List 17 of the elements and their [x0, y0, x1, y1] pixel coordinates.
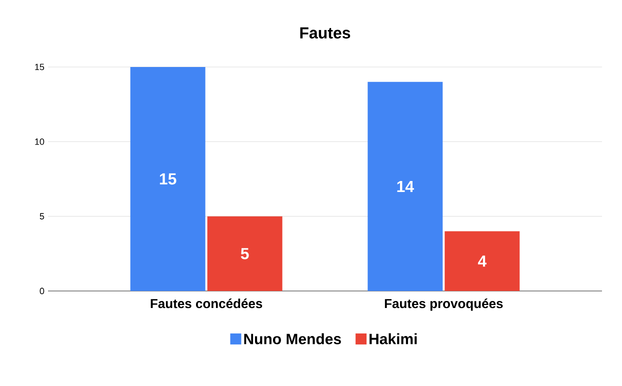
- data-label: 14: [397, 180, 414, 192]
- legend-label: Hakimi: [370, 333, 417, 344]
- bar: [207, 216, 282, 291]
- y-tick-label: 5: [40, 213, 44, 220]
- legend-label: Nuno Mendes: [244, 333, 341, 344]
- bar: [130, 66, 206, 291]
- data-label: 15: [160, 173, 176, 185]
- y-tick-label: 10: [35, 138, 44, 145]
- x-tick-label: Fautes concédées: [150, 298, 262, 308]
- chart-title: Fautes: [300, 27, 350, 39]
- y-tick-label: 15: [35, 64, 44, 70]
- y-tick-label: 0: [40, 288, 44, 294]
- data-label: 4: [478, 256, 487, 267]
- x-tick-label: Fautes provoquées: [384, 298, 503, 311]
- data-label: 5: [240, 248, 249, 260]
- bar: [444, 231, 520, 291]
- bar: [368, 82, 443, 291]
